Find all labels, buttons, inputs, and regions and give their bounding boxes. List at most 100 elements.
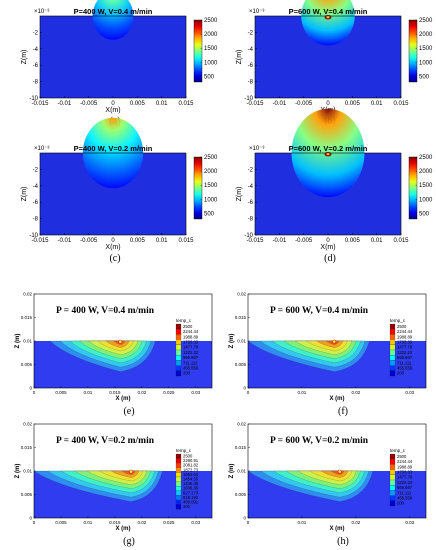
y-tick-label: 0.015	[21, 445, 33, 450]
x-tick-label: 0.03	[405, 390, 414, 395]
y-tick-label: -10	[244, 233, 253, 239]
legend-swatch	[389, 495, 396, 501]
y-tick-label: 0.01	[237, 469, 246, 474]
y-axis-label: Z(m)	[21, 50, 28, 65]
colorbar-label: 2500	[204, 18, 218, 24]
panel-title: P=600 W, V=0.2 m/min	[289, 144, 368, 153]
x-axis-label: X(m)	[105, 107, 120, 114]
legend-level: 455.556	[397, 496, 413, 501]
y-tick-label: -4	[33, 47, 39, 53]
legend-level: 1988.89	[397, 334, 413, 339]
x-tick-label: 0.02	[137, 520, 146, 525]
legend-swatch	[175, 355, 182, 361]
y-tick-label: -8	[33, 217, 39, 223]
legend-level: 1988.89	[397, 464, 413, 469]
legend-level: 711.111	[397, 490, 412, 495]
legend-level: 2500	[183, 324, 193, 329]
colorbar-label: 1500	[419, 183, 433, 189]
legend-swatch	[175, 467, 182, 473]
x-tick-label: -0.015	[31, 238, 49, 244]
legend-swatch	[389, 479, 396, 486]
x-tick-label: 0.01	[371, 101, 383, 107]
x-tick-label: 0.03	[191, 390, 200, 395]
panel-caption: (h)	[337, 536, 349, 547]
legend-swatch	[175, 499, 182, 505]
y-tick-label: 0.02	[237, 292, 246, 297]
x-tick-label: -0.01	[57, 238, 71, 244]
x-axis-label: X (m)	[330, 396, 345, 402]
x-tick-label: 0.03	[405, 520, 414, 525]
y-tick-label: -4	[248, 47, 254, 53]
heat-source-spot	[337, 469, 342, 474]
colorbar-label: 2000	[419, 169, 433, 175]
legend-level: 966.667	[397, 485, 413, 490]
x-tick-label: 0	[33, 520, 36, 525]
legend-level: 2081.82	[183, 463, 199, 468]
legend-swatch	[175, 481, 182, 487]
x-tick-label: 0.01	[371, 238, 383, 244]
y-tick-label: -8	[248, 217, 254, 223]
legend-swatch	[389, 469, 396, 475]
matlab-panel-c: P=400 W, V=0.2 m/min ×10⁻³ -0.015 -0.01 -0.0…	[21, 117, 218, 264]
y-tick-label: -6	[33, 63, 39, 69]
legend-level: 200	[183, 371, 191, 376]
legend-swatch	[389, 323, 396, 330]
legend-swatch	[175, 490, 182, 496]
x-axis-label: X(m)	[105, 244, 120, 251]
x-tick-label: -0.01	[272, 101, 286, 107]
legend-title: temp_c	[390, 318, 406, 323]
y-tick-label: -2	[33, 167, 39, 173]
panel-caption: (g)	[123, 536, 135, 547]
y-axis-label: Z (m)	[229, 464, 235, 479]
colorbar-label: 500	[419, 74, 430, 80]
x-axis-label: X (m)	[330, 526, 345, 532]
legend-swatch	[389, 349, 396, 356]
legend-level: 1477.78	[397, 345, 413, 350]
legend-level: 2500	[397, 324, 407, 329]
y-tick-label: -10	[244, 96, 253, 102]
legend-title: temp_c	[176, 448, 192, 453]
y-exponent: ×10⁻³	[34, 9, 49, 15]
panel-caption: (f)	[338, 406, 348, 417]
x-axis-label: X (m)	[116, 396, 131, 402]
x-tick-label: -0.005	[295, 238, 313, 244]
legend-level: 1733.33	[397, 470, 413, 475]
legend-level: 409.091	[183, 499, 199, 504]
colorbar	[408, 19, 418, 83]
x-tick-label: -0.005	[295, 101, 313, 107]
legend-level: 2500	[183, 453, 193, 458]
y-tick-label: 0	[29, 386, 32, 391]
y-tick-label: 0.01	[237, 339, 246, 344]
y-tick-label: -2	[248, 30, 254, 36]
heat-source-spot	[129, 469, 133, 474]
legend-swatch	[389, 464, 396, 470]
x-tick-label: 0.015	[178, 238, 194, 244]
x-tick-label: -0.005	[80, 238, 98, 244]
x-tick-label: 0.01	[84, 520, 93, 525]
melt-pool	[301, 0, 355, 46]
colorbar-label: 1000	[204, 197, 218, 203]
x-tick-label: 0	[326, 101, 330, 107]
legend-level: 1733.33	[397, 340, 413, 345]
tecplot-panel-g: 0 0.005 0.01 0.015 0.02 0.025 0.03 0 0.005 0.01 0.…	[15, 422, 213, 547]
x-tick-label: 0	[111, 101, 115, 107]
x-tick-label: -0.01	[272, 238, 286, 244]
legend-level: 2244.44	[397, 459, 413, 464]
legend-level: 1663.64	[183, 472, 199, 477]
colorbar-label: 1000	[419, 197, 433, 203]
y-tick-label: 0.005	[235, 492, 247, 497]
legend-swatch	[175, 370, 182, 377]
legend-swatch	[389, 339, 396, 345]
y-exponent: ×10⁻³	[249, 146, 264, 152]
x-tick-label: 0.015	[109, 520, 121, 525]
y-tick-label: 0.015	[21, 315, 33, 320]
x-tick-label: 0	[111, 238, 115, 244]
x-tick-label: 0.025	[163, 390, 175, 395]
colorbar-label: 2500	[419, 18, 433, 24]
legend-swatch	[175, 329, 182, 335]
x-tick-label: 0.015	[393, 238, 409, 244]
colorbar-label: 500	[204, 211, 215, 217]
x-tick-label: 0.005	[55, 520, 67, 525]
colorbar-label: 1000	[204, 60, 218, 66]
matlab-panel-a: P=400 W, V=0.4 m/min ×10⁻³ -0.015 -0.01 -0.0…	[21, 0, 218, 127]
